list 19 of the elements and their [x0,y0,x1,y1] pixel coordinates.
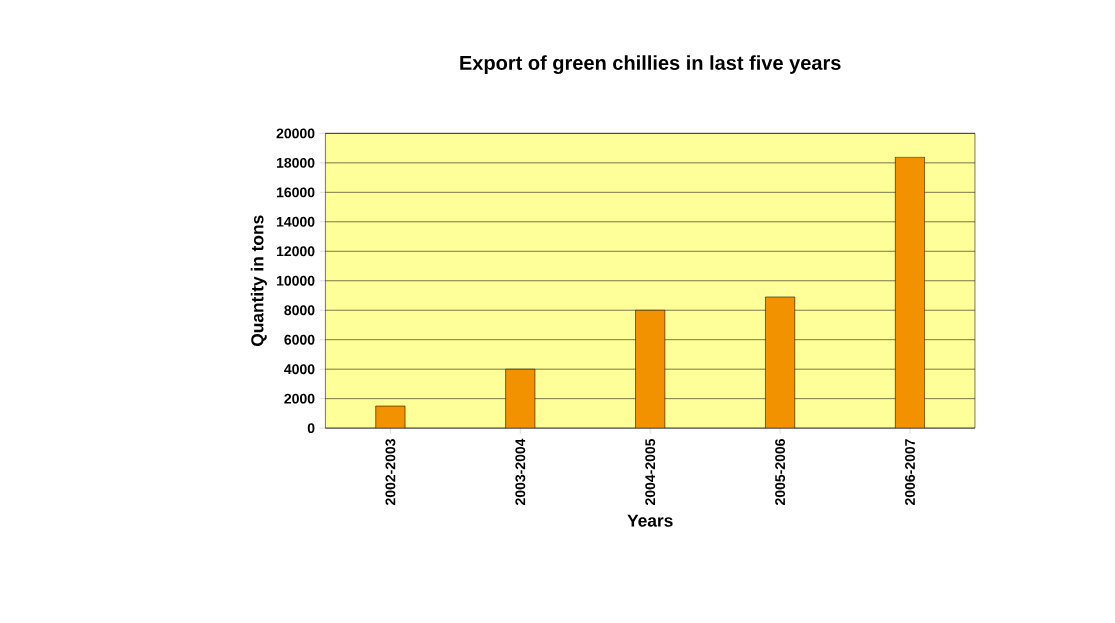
x-tick-label: 2005-2006 [775,439,786,506]
x-tick-label: 2002-2003 [385,439,396,506]
y-tick-label: 4000 [284,364,315,375]
y-axis-title: Quantity in tons [250,215,267,347]
y-tick-label: 12000 [276,246,315,257]
y-tick-label: 10000 [276,275,315,286]
x-tick-label: 2006-2007 [905,439,915,506]
chart-title: Export of green chillies in last five years [460,55,841,75]
x-tick-label: 2003-2004 [515,438,526,506]
y-tick-label: 16000 [276,187,315,198]
y-tick-label: 8000 [284,305,315,316]
y-tick-label: 2000 [284,393,315,404]
y-tick-label: 18000 [276,157,315,168]
y-tick-label: 6000 [284,334,315,345]
x-axis-title: Years [627,514,673,527]
y-tick-label: 20000 [276,128,315,139]
y-tick-label: 14000 [276,216,315,227]
y-tick-label: 0 [307,423,315,434]
x-tick-label: 2004-2005 [645,439,656,506]
